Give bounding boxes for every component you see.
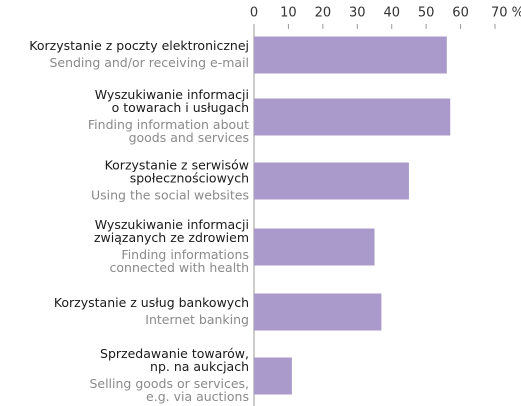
bar xyxy=(254,98,451,136)
x-tick-label: 10 xyxy=(280,6,297,21)
category-label-pl: Korzystanie z poczty elektronicznej xyxy=(29,38,249,53)
category-label-pl: Korzystanie z serwisów xyxy=(105,158,249,173)
x-tick-label: 20 xyxy=(315,6,332,21)
x-tick-label: 70 % xyxy=(491,6,521,21)
category-label-pl: o towarach i usługach xyxy=(112,100,249,115)
category-label-en: connected with health xyxy=(110,260,250,275)
category-label-pl: Wyszukiwanie informacji xyxy=(95,217,249,232)
bar xyxy=(254,36,447,74)
x-tick-label: 50 xyxy=(418,6,435,21)
category-label-pl: związanych ze zdrowiem xyxy=(94,230,249,245)
category-label-en: Using the social websites xyxy=(91,188,249,203)
bar xyxy=(254,228,375,266)
category-label-en: Selling goods or services, xyxy=(89,376,249,391)
category-label-pl: Korzystanie z usług bankowych xyxy=(54,295,249,310)
x-tick-label: 0 xyxy=(250,6,258,21)
category-label-en: Sending and/or receiving e-mail xyxy=(49,55,249,70)
bar xyxy=(254,357,292,395)
category-label-pl: np. na aukcjach xyxy=(150,359,249,374)
x-tick-label: 60 xyxy=(452,6,469,21)
category-label-en: Internet banking xyxy=(145,312,249,327)
category-label-en: Finding information about xyxy=(88,117,249,132)
bar xyxy=(254,293,382,331)
category-label-pl: społecznościowych xyxy=(130,171,249,186)
x-tick-label: 40 xyxy=(383,6,400,21)
bar xyxy=(254,162,409,200)
category-label-pl: Wyszukiwanie informacji xyxy=(95,87,249,102)
category-label-pl: Sprzedawanie towarów, xyxy=(100,346,249,361)
category-label-en: e.g. via auctions xyxy=(146,389,249,404)
category-label-en: Finding informations xyxy=(121,247,249,262)
category-label-en: goods and services xyxy=(129,130,249,145)
x-tick-label: 30 xyxy=(349,6,366,21)
